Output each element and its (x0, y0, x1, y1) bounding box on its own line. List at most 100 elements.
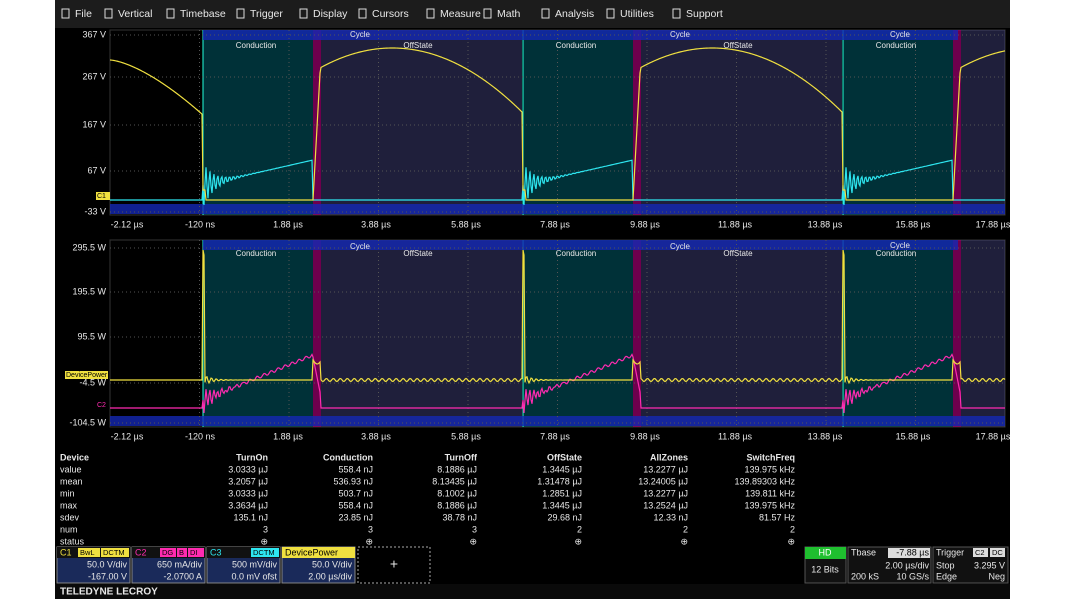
menu-icon (426, 8, 435, 19)
y-label: 67 V (87, 165, 106, 175)
table-cell: 8.1002 µJ (437, 488, 477, 498)
x-label: 5.88 µs (451, 431, 481, 441)
menu-item[interactable]: Vertical (118, 8, 152, 20)
channel-offset: -167.00 V (88, 571, 127, 581)
table-cell: 13.2277 µJ (643, 464, 688, 474)
table-cell: 139.975 kHz (744, 464, 795, 474)
x-label: -120 ns (185, 431, 216, 441)
hd-bits: 12 Bits (811, 564, 839, 574)
trigger-tag: C2 (975, 548, 985, 557)
table-cell: 2 (683, 524, 688, 534)
x-label: -120 ns (185, 219, 216, 229)
channel-tag-bg (177, 548, 187, 557)
channel-tag: DCTM (103, 548, 125, 557)
menu-item[interactable]: Timebase (180, 8, 226, 20)
menu-item[interactable]: Support (686, 8, 723, 20)
channel-tag-bg (160, 548, 176, 557)
zone-label: Conduction (556, 249, 596, 258)
x-label: 13.88 µs (808, 219, 843, 229)
table-cell: num (60, 524, 78, 534)
menu-item[interactable]: File (75, 8, 92, 20)
channel-name: C1 (60, 547, 72, 557)
channel-tag: DI (190, 548, 198, 557)
x-label: 7.88 µs (540, 431, 570, 441)
menu-item[interactable]: Math (497, 8, 521, 20)
menu-icon (299, 8, 308, 19)
menu-item[interactable]: Display (313, 8, 348, 20)
trace-power (110, 249, 1006, 385)
table-header: AllZones (650, 452, 688, 462)
menu-item[interactable]: Cursors (372, 8, 409, 20)
brand-bar (55, 584, 1010, 599)
x-label: 9.88 µs (630, 219, 660, 229)
table-cell: 81.57 Hz (759, 512, 796, 522)
menu-item[interactable]: Measure (440, 8, 481, 20)
menu-icon (672, 8, 681, 19)
add-button[interactable] (357, 546, 431, 584)
menu-icon (541, 8, 550, 19)
zone-label: Cycle (350, 242, 371, 251)
add-button-label[interactable]: + (390, 556, 398, 572)
channel-scale: 50.0 V/div (312, 559, 353, 569)
menu-icon (606, 8, 615, 19)
menu-item[interactable]: Analysis (555, 8, 594, 20)
zone-conduction (203, 30, 313, 215)
zone-offstate (641, 30, 842, 215)
table-cell: 1.3445 µJ (542, 464, 582, 474)
x-label: 9.88 µs (630, 431, 660, 441)
table-cell: ⊕ (260, 536, 268, 546)
x-label: 1.88 µs (273, 431, 303, 441)
table-header: OffState (547, 452, 582, 462)
channel-offset: 0.0 mV ofst (231, 571, 277, 581)
menu-icon (483, 8, 492, 19)
zone-turnoff (633, 240, 641, 427)
zone-offstate (961, 240, 1005, 427)
zone-label: OffState (403, 41, 433, 50)
menu-item[interactable]: Utilities (620, 8, 654, 20)
menu-icon (104, 8, 113, 19)
table-cell: 503.7 nJ (338, 488, 373, 498)
channel-scale: 50.0 V/div (87, 559, 128, 569)
timebase-samples: 200 kS (851, 571, 879, 581)
hd-label: HD (819, 547, 832, 557)
channel-tag-bg (188, 548, 204, 557)
table-cell: 8.1886 µJ (437, 500, 477, 510)
y-label: 95.5 W (77, 331, 106, 341)
table-cell: status (60, 536, 85, 546)
y-label: 167 V (82, 119, 106, 129)
trace-tag-bg (65, 371, 108, 379)
zone-band-top (203, 30, 958, 40)
x-label: 3.88 µs (361, 431, 391, 441)
zone-turnoff (953, 240, 961, 427)
zone-conduction (523, 240, 633, 427)
table-cell: 536.93 nJ (333, 476, 373, 486)
trace-c3 (110, 159, 1005, 206)
channel-tag: DCTM (253, 548, 275, 557)
menu-icon (166, 8, 175, 19)
table-header: TurnOn (236, 452, 268, 462)
table-cell: 8.1886 µJ (437, 464, 477, 474)
channel-offset: 2.00 µs/div (308, 571, 352, 581)
zone-label: OffState (723, 249, 753, 258)
zone-label: Conduction (236, 249, 276, 258)
zone-offstate (641, 240, 842, 427)
menu-item[interactable]: Trigger (250, 8, 283, 20)
zone-label: Cycle (890, 30, 911, 39)
channel-name: DevicePower (285, 547, 338, 557)
table-cell: sdev (60, 512, 80, 522)
channel-tag: DG (162, 548, 173, 557)
zone-offstate (961, 30, 1005, 215)
channel-tag: B (179, 548, 184, 557)
channel-name: C2 (135, 547, 147, 557)
zone-conduction (843, 240, 953, 427)
menu-bar (55, 0, 1010, 28)
table-cell: 3.3634 µJ (228, 500, 268, 510)
y-label: -33 V (84, 206, 106, 216)
table-cell: 3 (472, 524, 477, 534)
timebase-title: Tbase (851, 547, 876, 557)
channel-offset: -2.0700 A (163, 571, 202, 581)
y-label: 195.5 W (72, 286, 106, 296)
x-label: 1.88 µs (273, 219, 303, 229)
table-header: Conduction (323, 452, 373, 462)
